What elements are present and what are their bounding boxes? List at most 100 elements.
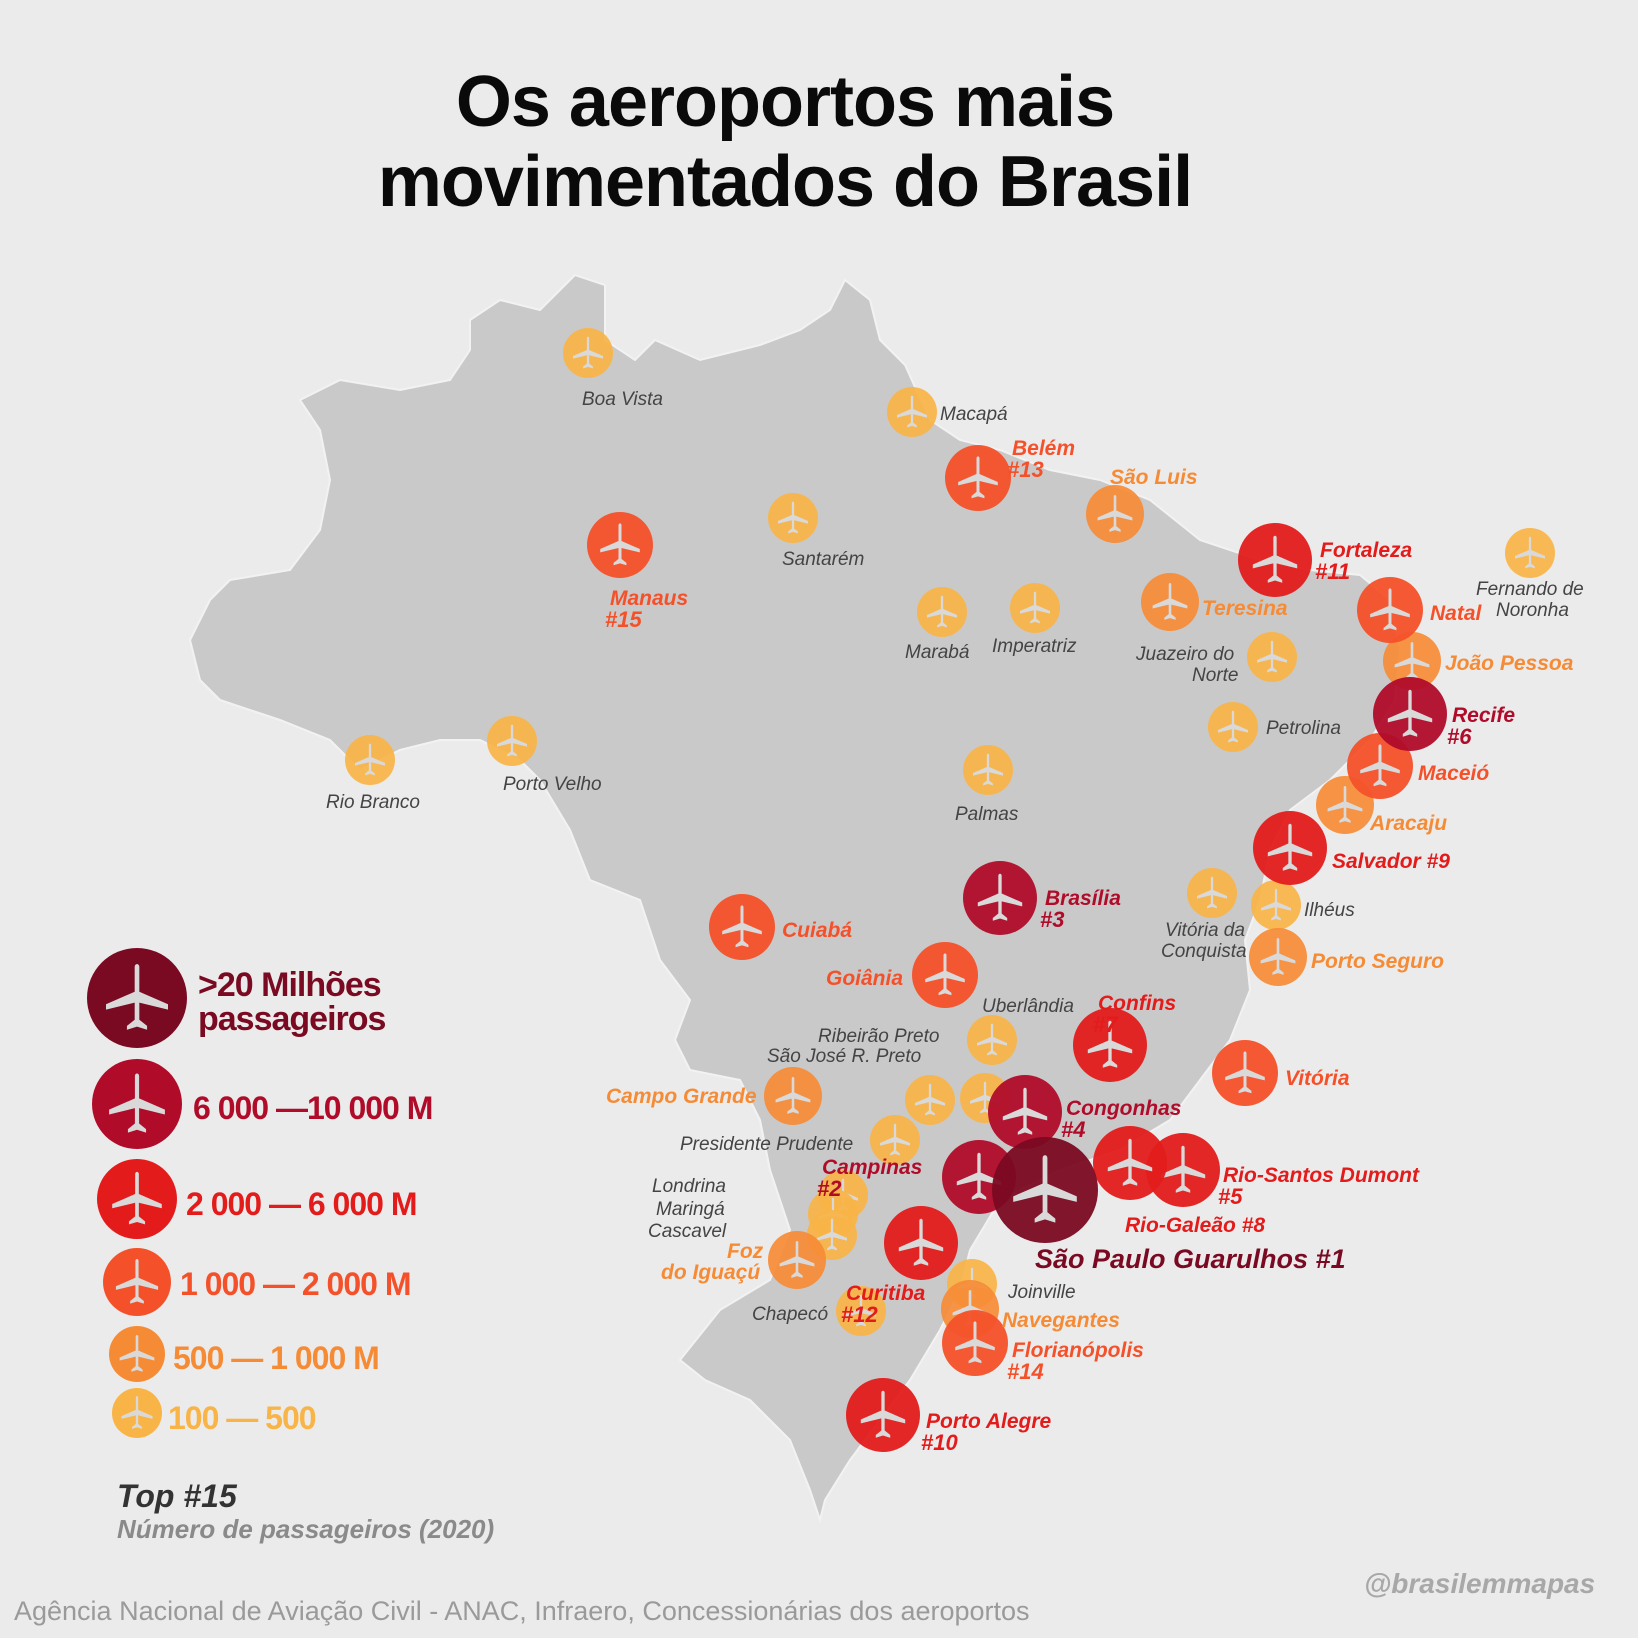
airport-label-imperatriz: Imperatriz	[992, 636, 1077, 657]
airport-rio-galeao	[1093, 1126, 1167, 1200]
airport-sao-luis	[1086, 485, 1144, 543]
airport-label-fernando-de-noronha-line-2: Noronha	[1496, 600, 1569, 621]
airport-label-florianopolis: Florianópolis	[1012, 1339, 1144, 1362]
airport-label-vitoria: Vitória	[1285, 1067, 1350, 1090]
airport-label-confins: Confins	[1098, 992, 1176, 1015]
airport-label-campinas: Campinas	[822, 1156, 922, 1179]
airport-natal	[1357, 577, 1423, 643]
airport-recife	[1373, 677, 1447, 751]
airport-label-belem: Belém	[1012, 437, 1075, 460]
airport-label-porto-alegre: Porto Alegre	[926, 1410, 1052, 1433]
airport-rank-congonhas: #4	[1061, 1117, 1085, 1142]
airport-label-goiania: Goiânia	[826, 967, 903, 990]
airport-label-foz-do-iguacu-line-2: do Iguaçú	[661, 1261, 760, 1284]
airport-label-petrolina: Petrolina	[1266, 718, 1341, 739]
airport-label-presidente-prudente: Presidente Prudente	[680, 1134, 853, 1155]
airport-fernando-de-noronha	[1505, 528, 1555, 578]
airport-congonhas	[988, 1075, 1062, 1149]
legend-marker-tier-5	[112, 1388, 162, 1438]
airport-label-campo-grande: Campo Grande	[606, 1085, 757, 1108]
airport-petrolina	[1208, 702, 1258, 752]
airport-ribeirao-preto	[905, 1075, 955, 1125]
airport-rank-manaus: #15	[605, 607, 642, 632]
airport-label-rio-galeao: Rio-Galeão #8	[1125, 1214, 1265, 1237]
airport-belem	[945, 445, 1011, 511]
airport-label-santarem: Santarém	[782, 549, 864, 570]
airport-label-porto-seguro: Porto Seguro	[1311, 950, 1444, 973]
airport-label-recife: Recife	[1452, 704, 1515, 727]
airport-label-boa-vista: Boa Vista	[582, 389, 663, 410]
legend-marker-tier-3	[103, 1248, 171, 1316]
airport-label-maceio: Maceió	[1418, 762, 1489, 785]
airport-curitiba	[884, 1206, 958, 1280]
airport-santarem	[768, 493, 818, 543]
airport-foz-do-iguacu	[768, 1231, 826, 1289]
legend-label-tier-3: 1 000 — 2 000 M	[180, 1266, 411, 1302]
airport-goiania	[912, 942, 978, 1008]
airport-rank-recife: #6	[1447, 724, 1472, 749]
airport-label-fortaleza: Fortaleza	[1320, 539, 1413, 562]
airport-label-joao-pessoa: João Pessoa	[1445, 652, 1574, 675]
airport-florianopolis	[942, 1310, 1008, 1376]
airport-label-juazeiro-do-norte-line-2: Norte	[1192, 665, 1238, 686]
legend-label-tier-2: 2 000 — 6 000 M	[186, 1186, 417, 1222]
airport-label-juazeiro-do-norte: Juazeiro do	[1135, 644, 1234, 665]
airport-rank-porto-alegre: #10	[921, 1430, 958, 1455]
airport-maraba	[917, 587, 967, 637]
airport-macapa	[887, 387, 937, 437]
airport-label-joinville: Joinville	[1007, 1282, 1076, 1303]
source-credit: Agência Nacional de Aviação Civil - ANAC…	[14, 1596, 1030, 1626]
airport-imperatriz	[1010, 583, 1060, 633]
author-handle: @brasilemmapas	[1364, 1568, 1596, 1599]
airport-rank-brasilia: #3	[1040, 907, 1064, 932]
airport-presidente-prudente	[870, 1115, 920, 1165]
airport-label-brasilia: Brasília	[1045, 887, 1121, 910]
airport-label-vitoria-da-conquista: Vitória da	[1165, 920, 1245, 941]
airport-confins	[1073, 1008, 1147, 1082]
airport-label-londrina: Londrina	[652, 1176, 726, 1197]
airport-label-ribeirao-preto: Ribeirão Preto	[818, 1026, 939, 1047]
airport-manaus	[587, 512, 653, 578]
airport-label-cuiaba: Cuiabá	[782, 919, 852, 942]
legend	[87, 948, 187, 1438]
legend-marker-tier-1	[92, 1059, 182, 1149]
airport-cuiaba	[709, 894, 775, 960]
airport-label-teresina: Teresina	[1202, 597, 1288, 620]
airport-label-navegantes: Navegantes	[1002, 1309, 1120, 1332]
airport-rank-belem: #13	[1007, 457, 1044, 482]
airport-label-macapa: Macapá	[940, 404, 1008, 425]
airport-label-aracaju: Aracaju	[1369, 812, 1447, 835]
airport-sao-paulo-guarulhos	[992, 1137, 1098, 1243]
airport-label-sao-paulo-guarulhos: São Paulo Guarulhos #1	[1035, 1244, 1346, 1274]
airport-label-rio-branco: Rio Branco	[326, 792, 420, 813]
legend-label-tier-0: >20 Milhões passageiros	[198, 966, 386, 1038]
airport-teresina	[1141, 573, 1199, 631]
airport-ilheus	[1251, 880, 1301, 930]
legend-marker-tier-4	[109, 1326, 165, 1382]
airport-label-maraba: Marabá	[905, 642, 969, 663]
airport-porto-seguro	[1249, 928, 1307, 986]
airport-label-natal: Natal	[1430, 602, 1483, 625]
airport-salvador	[1253, 811, 1327, 885]
airport-rank-florianopolis: #14	[1007, 1359, 1044, 1384]
legend-label-tier-4: 500 — 1 000 M	[173, 1340, 380, 1376]
airport-vitoria	[1212, 1040, 1278, 1106]
airport-label-congonhas: Congonhas	[1066, 1097, 1182, 1120]
airport-campo-grande	[764, 1067, 822, 1125]
airport-uberlandia	[967, 1015, 1017, 1065]
airport-joao-pessoa	[1383, 632, 1441, 690]
airport-juazeiro-do-norte	[1247, 632, 1297, 682]
title-line-1: Os aeroportos mais	[455, 62, 1115, 142]
airport-rank-rio-santos-dumont: #5	[1218, 1184, 1243, 1209]
airport-rank-confins: #7	[1093, 1012, 1119, 1037]
airport-vitoria-da-conquista	[1187, 868, 1237, 918]
page-title: Os aeroportos mais movimentados do Brasi…	[0, 62, 1570, 222]
airport-label-salvador: Salvador #9	[1332, 850, 1450, 873]
airport-palmas	[963, 745, 1013, 795]
airport-label-rio-santos-dumont: Rio-Santos Dumont	[1223, 1164, 1420, 1187]
airport-label-sao-jose-r-preto: São José R. Preto	[767, 1046, 921, 1067]
airport-label-vitoria-da-conquista-line-2: Conquista	[1161, 941, 1247, 962]
